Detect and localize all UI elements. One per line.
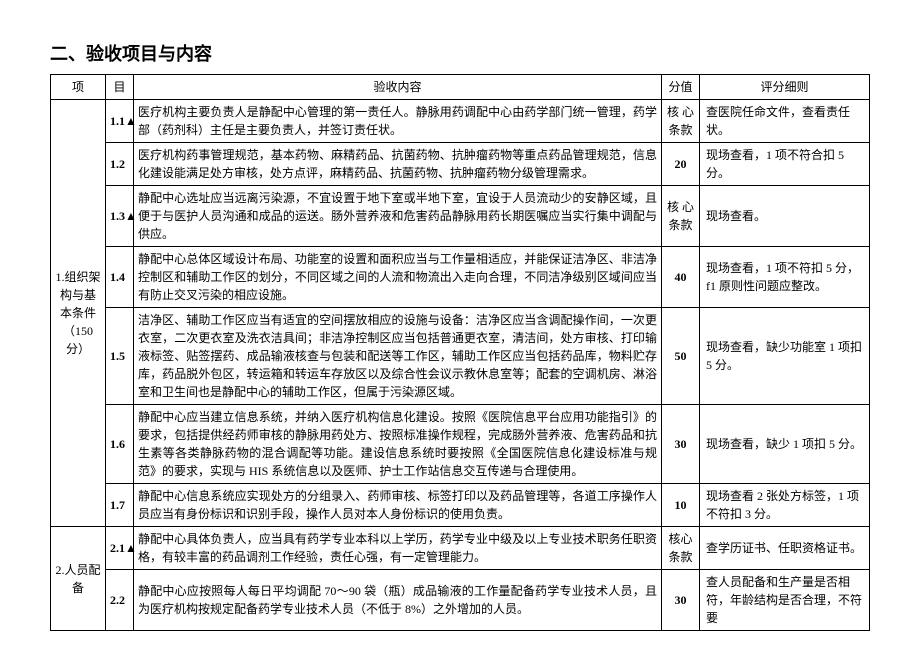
row-score: 核 心条款 — [662, 186, 700, 247]
row-num: 1.7 — [106, 484, 134, 527]
row-content: 洁净区、辅助工作区应当有适宜的空间摆放相应的设施与设备：洁净区应当含调配操作间，… — [134, 308, 662, 405]
row-score: 50 — [662, 308, 700, 405]
row-score: 20 — [662, 143, 700, 186]
section-1-label: 1.组织架构与基本条件（150分） — [51, 100, 106, 527]
row-num: 2.1▲ — [106, 527, 134, 570]
row-rule: 查医院任命文件，查看责任状。 — [700, 100, 870, 143]
row-content: 静配中心具体负责人，应当具有药学专业本科以上学历，药学专业中级及以上专业技术职务… — [134, 527, 662, 570]
row-rule: 现场查看，缺少 1 项扣 5 分。 — [700, 405, 870, 484]
row-num: 1.6 — [106, 405, 134, 484]
row-content: 静配中心信息系统应实现处方的分组录入、药师审核、标签打印以及药品管理等，各道工序… — [134, 484, 662, 527]
table-row: 1.5 洁净区、辅助工作区应当有适宜的空间摆放相应的设施与设备：洁净区应当含调配… — [51, 308, 870, 405]
row-rule: 现场查看，1 项不符扣 5 分，f1 原则性问题应整改。 — [700, 247, 870, 308]
row-score: 30 — [662, 405, 700, 484]
header-content: 验收内容 — [134, 75, 662, 100]
table-row: 2.人员配备 2.1▲ 静配中心具体负责人，应当具有药学专业本科以上学历，药学专… — [51, 527, 870, 570]
row-score: 40 — [662, 247, 700, 308]
row-content: 医疗机构主要负责人是静配中心管理的第一责任人。静脉用药调配中心由药学部门统一管理… — [134, 100, 662, 143]
table-row: 1.2 医疗机构药事管理规范，基本药物、麻精药品、抗菌药物、抗肿瘤药物等重点药品… — [51, 143, 870, 186]
row-content: 静配中心应按照每人每日平均调配 70～90 袋（瓶）成品输液的工作量配备药学专业… — [134, 570, 662, 631]
header-row: 项 目 验收内容 分值 评分细则 — [51, 75, 870, 100]
header-project-2: 目 — [106, 75, 134, 100]
row-num: 1.1▲ — [106, 100, 134, 143]
row-content: 静配中心应当建立信息系统，并纳入医疗机构信息化建设。按照《医院信息平台应用功能指… — [134, 405, 662, 484]
row-num: 1.5 — [106, 308, 134, 405]
row-num: 1.3▲ — [106, 186, 134, 247]
table-row: 1.6 静配中心应当建立信息系统，并纳入医疗机构信息化建设。按照《医院信息平台应… — [51, 405, 870, 484]
section-title: 二、验收项目与内容 — [50, 40, 870, 66]
section-2-label: 2.人员配备 — [51, 527, 106, 631]
row-rule: 现场查看 2 张处方标签，1 项不符扣 3 分。 — [700, 484, 870, 527]
table-row: 1.组织架构与基本条件（150分） 1.1▲ 医疗机构主要负责人是静配中心管理的… — [51, 100, 870, 143]
header-score: 分值 — [662, 75, 700, 100]
row-score: 10 — [662, 484, 700, 527]
row-content: 医疗机构药事管理规范，基本药物、麻精药品、抗菌药物、抗肿瘤药物等重点药品管理规范… — [134, 143, 662, 186]
row-score: 30 — [662, 570, 700, 631]
table-row: 1.4 静配中心总体区域设计布局、功能室的设置和面积应当与工作量相适应，并能保证… — [51, 247, 870, 308]
row-score: 核心条款 — [662, 527, 700, 570]
row-num: 2.2 — [106, 570, 134, 631]
row-num: 1.4 — [106, 247, 134, 308]
row-content: 静配中心选址应当远离污染源，不宜设置于地下室或半地下室，宜设于人员流动少的安静区… — [134, 186, 662, 247]
row-rule: 现场查看，1 项不符合扣 5 分。 — [700, 143, 870, 186]
row-rule: 查人员配备和生产量是否相符，年龄结构是否合理，不符要 — [700, 570, 870, 631]
row-score: 核 心条款 — [662, 100, 700, 143]
row-rule: 查学历证书、任职资格证书。 — [700, 527, 870, 570]
header-rule: 评分细则 — [700, 75, 870, 100]
table-row: 2.2 静配中心应按照每人每日平均调配 70～90 袋（瓶）成品输液的工作量配备… — [51, 570, 870, 631]
table-row: 1.3▲ 静配中心选址应当远离污染源，不宜设置于地下室或半地下室，宜设于人员流动… — [51, 186, 870, 247]
header-project-1: 项 — [51, 75, 106, 100]
row-num: 1.2 — [106, 143, 134, 186]
table-row: 1.7 静配中心信息系统应实现处方的分组录入、药师审核、标签打印以及药品管理等，… — [51, 484, 870, 527]
row-rule: 现场查看，缺少功能室 1 项扣 5 分。 — [700, 308, 870, 405]
row-content: 静配中心总体区域设计布局、功能室的设置和面积应当与工作量相适应，并能保证洁净区、… — [134, 247, 662, 308]
row-rule: 现场查看。 — [700, 186, 870, 247]
inspection-table: 项 目 验收内容 分值 评分细则 1.组织架构与基本条件（150分） 1.1▲ … — [50, 74, 870, 631]
